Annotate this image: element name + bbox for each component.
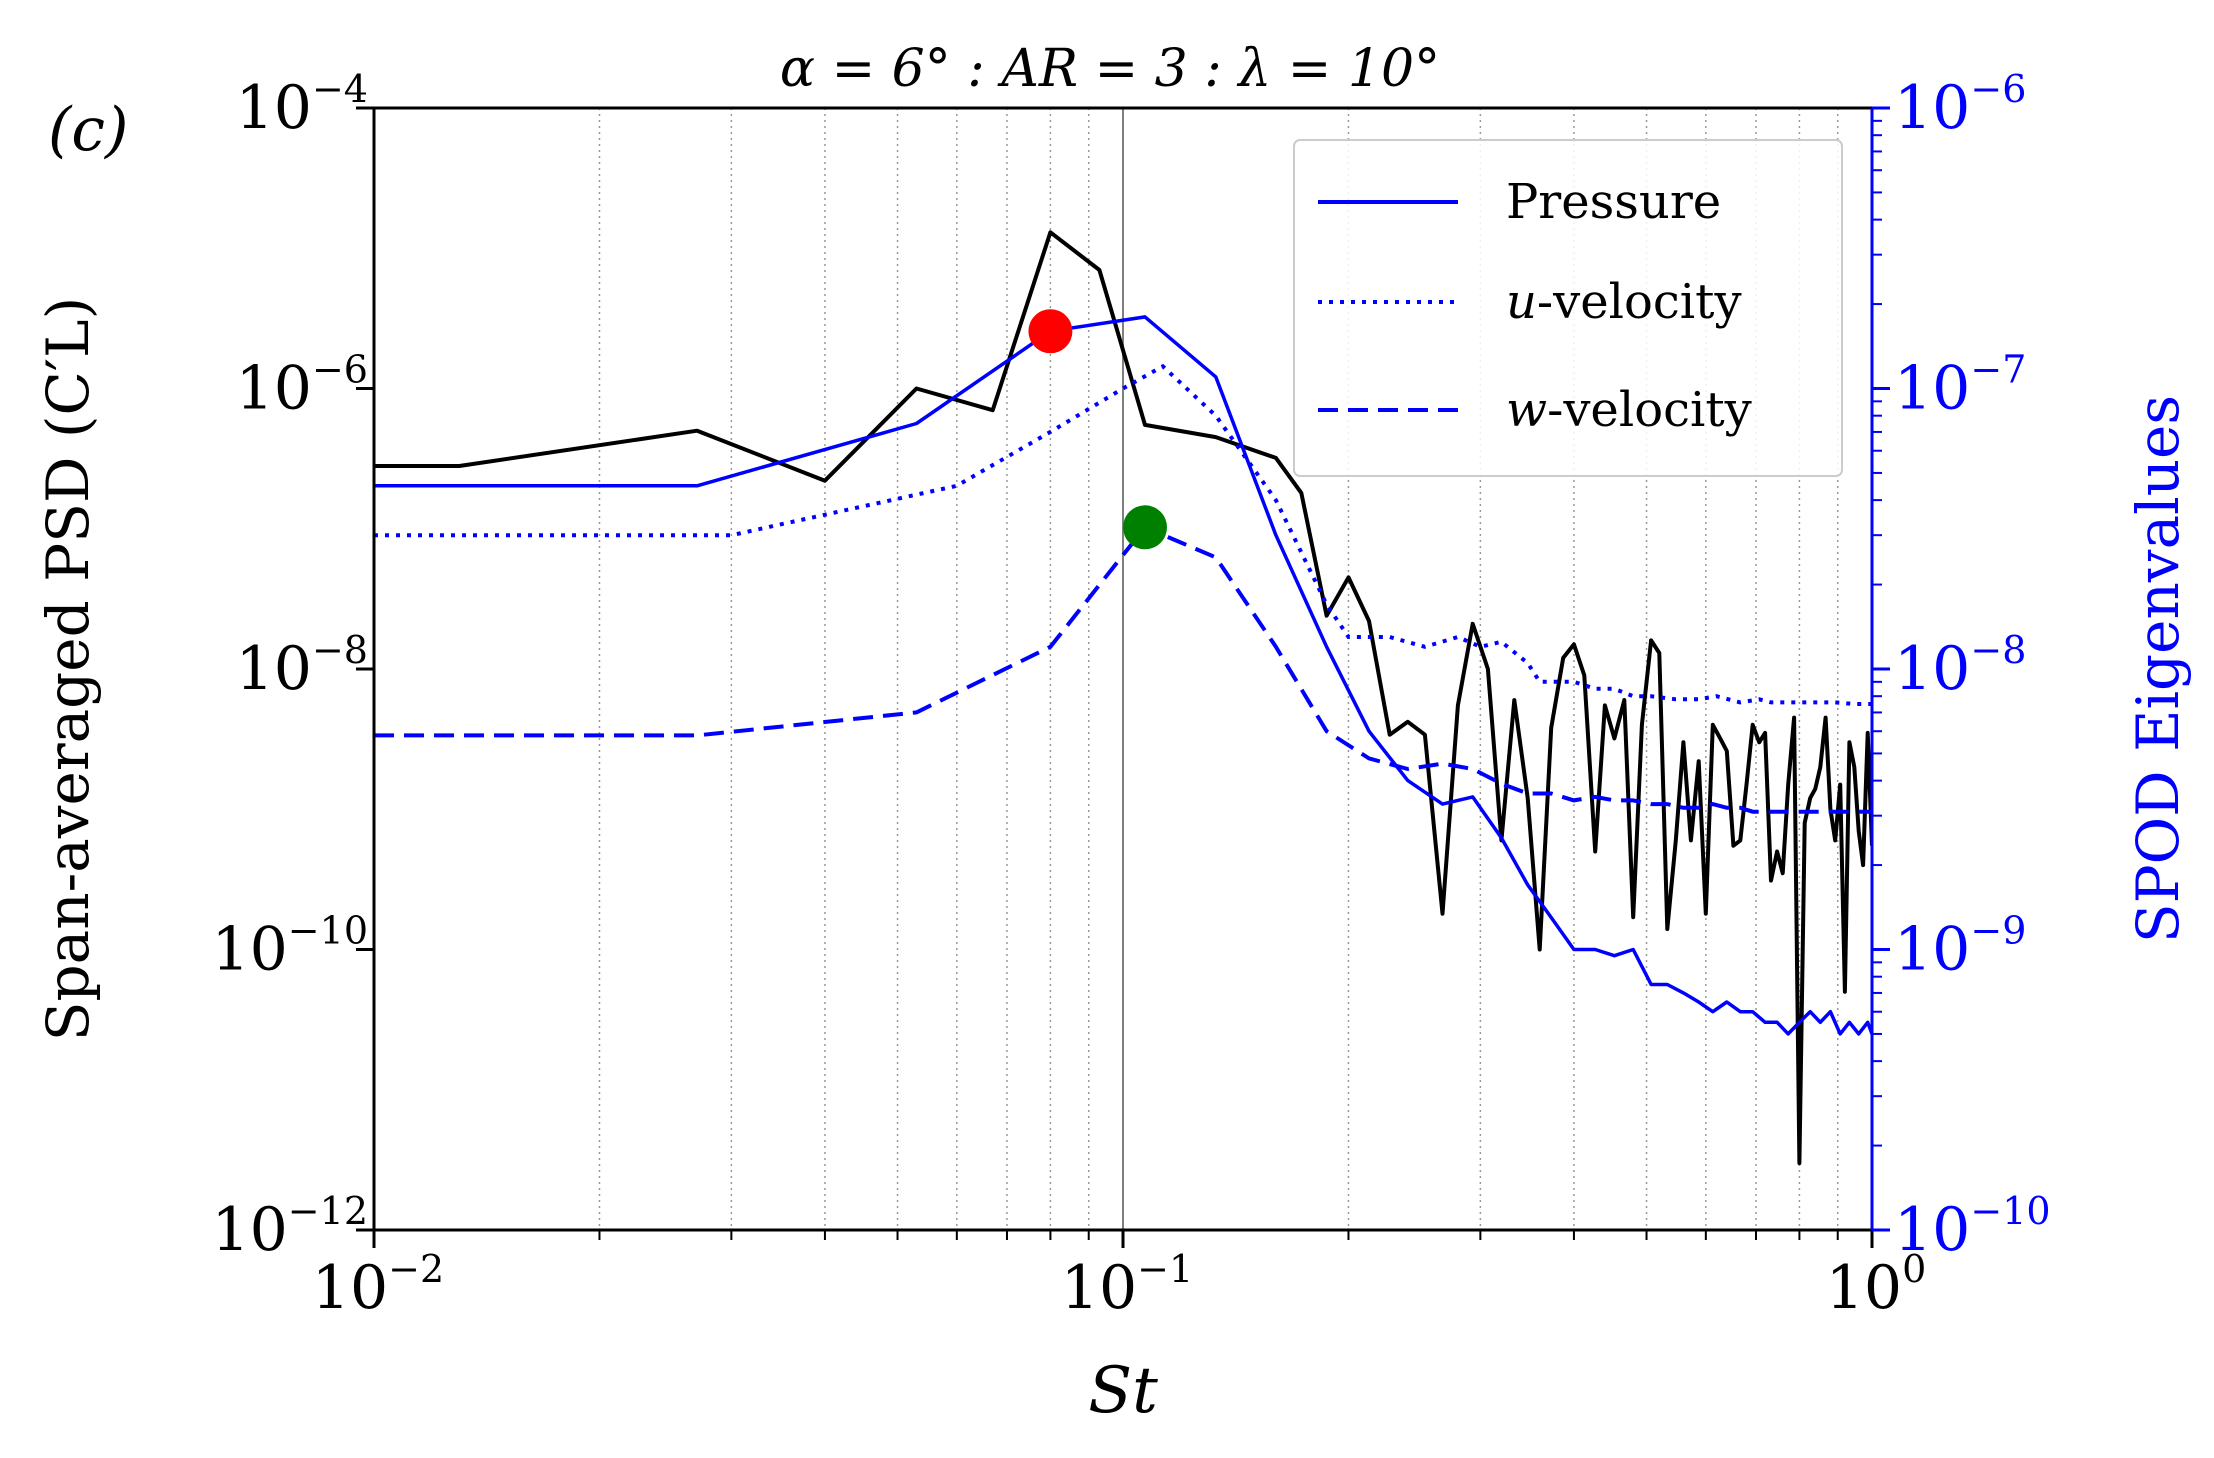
y-right-tick-label: 10−7 (1894, 348, 2026, 424)
red-marker (1028, 309, 1073, 354)
y-right-tick-label: 10−6 (1894, 67, 2026, 143)
panel-label: (c) (48, 95, 128, 165)
legend-label-pressure: Pressure (1506, 174, 1721, 230)
spod-w-velocity-line (374, 524, 1872, 814)
y-left-tick-label: 10−12 (211, 1189, 368, 1265)
legend-label-u-velocity: u-velocity (1506, 274, 1742, 330)
green-marker (1123, 505, 1168, 550)
legend-label-w-velocity: w-velocity (1506, 382, 1752, 438)
y-left-tick-label: 10−6 (236, 348, 368, 424)
spod-u-velocity-line (374, 363, 1872, 706)
chart-title: α = 6° : AR = 3 : λ = 10° (780, 39, 1440, 99)
y-right-tick-label: 10−8 (1894, 628, 2026, 704)
y-right-tick-label: 10−9 (1894, 909, 2026, 985)
spod-pressure-line (374, 315, 1872, 1036)
x-tick-label: 10−1 (1061, 1247, 1193, 1323)
x-axis-label: St (1088, 1354, 1158, 1428)
y-right-tick-label: 10−10 (1894, 1189, 2051, 1265)
y-left-tick-label: 10−4 (236, 67, 368, 143)
y-axis-left-label: Span-averaged PSD (C′L) (34, 297, 102, 1041)
axis-ticks (356, 106, 1890, 1248)
y-left-tick-label: 10−8 (236, 628, 368, 704)
legend: Pressure u-velocity w-velocity (1293, 139, 1843, 477)
y-axis-right-label: SPOD Eigenvalues (2124, 395, 2192, 943)
y-left-tick-label: 10−10 (211, 909, 368, 985)
x-tick-label: 10−2 (312, 1247, 444, 1323)
x-tick-label: 100 (1826, 1247, 1927, 1323)
legend-frame (1293, 139, 1843, 477)
